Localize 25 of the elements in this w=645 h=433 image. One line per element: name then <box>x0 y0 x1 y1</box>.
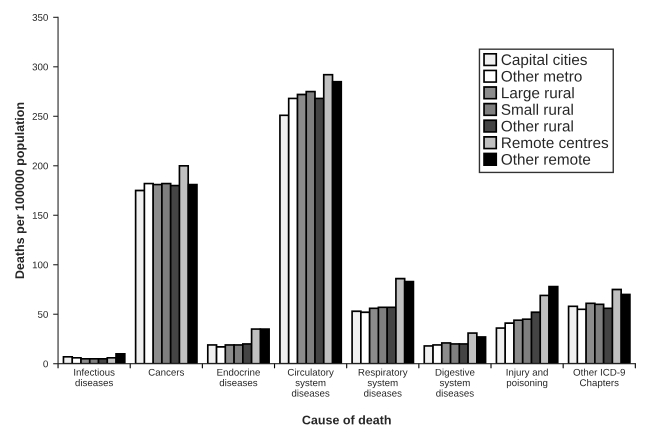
x-tick-label: Endocrine diseases <box>217 368 260 386</box>
legend-label: Other metro <box>502 70 582 82</box>
y-axis-title: Deaths per 100000 population <box>14 102 27 278</box>
x-tick-label: Injury and poisoning <box>506 368 548 388</box>
y-tick-label: 0 <box>43 360 48 368</box>
x-tick-label: Circulatory system diseases <box>288 368 334 397</box>
legend-label: Small rural <box>502 104 573 115</box>
x-tick-label: Digestive system diseases <box>436 368 474 397</box>
y-tick-label: 50 <box>38 310 48 318</box>
y-tick-label: 100 <box>32 261 48 268</box>
x-tick-label: Cancers <box>148 368 184 376</box>
x-tick-label: Infectious diseases <box>74 368 115 386</box>
legend-label: Other remote <box>502 154 590 165</box>
y-tick-label: 150 <box>32 212 48 219</box>
y-tick-label: 300 <box>32 64 48 70</box>
legend-label: Capital cities <box>502 54 587 68</box>
x-tick-label: Respiratory system diseases <box>358 368 408 397</box>
x-tick-label: Other ICD-9 Chapters <box>574 368 625 388</box>
x-axis-title: Cause of death <box>302 415 391 424</box>
y-tick-label: 350 <box>32 14 48 21</box>
legend-label: Remote centres <box>502 138 608 148</box>
y-tick-label: 200 <box>32 162 48 170</box>
y-tick-label: 250 <box>32 113 48 120</box>
legend-label: Large rural <box>502 87 574 102</box>
legend-label: Other rural <box>502 120 573 132</box>
